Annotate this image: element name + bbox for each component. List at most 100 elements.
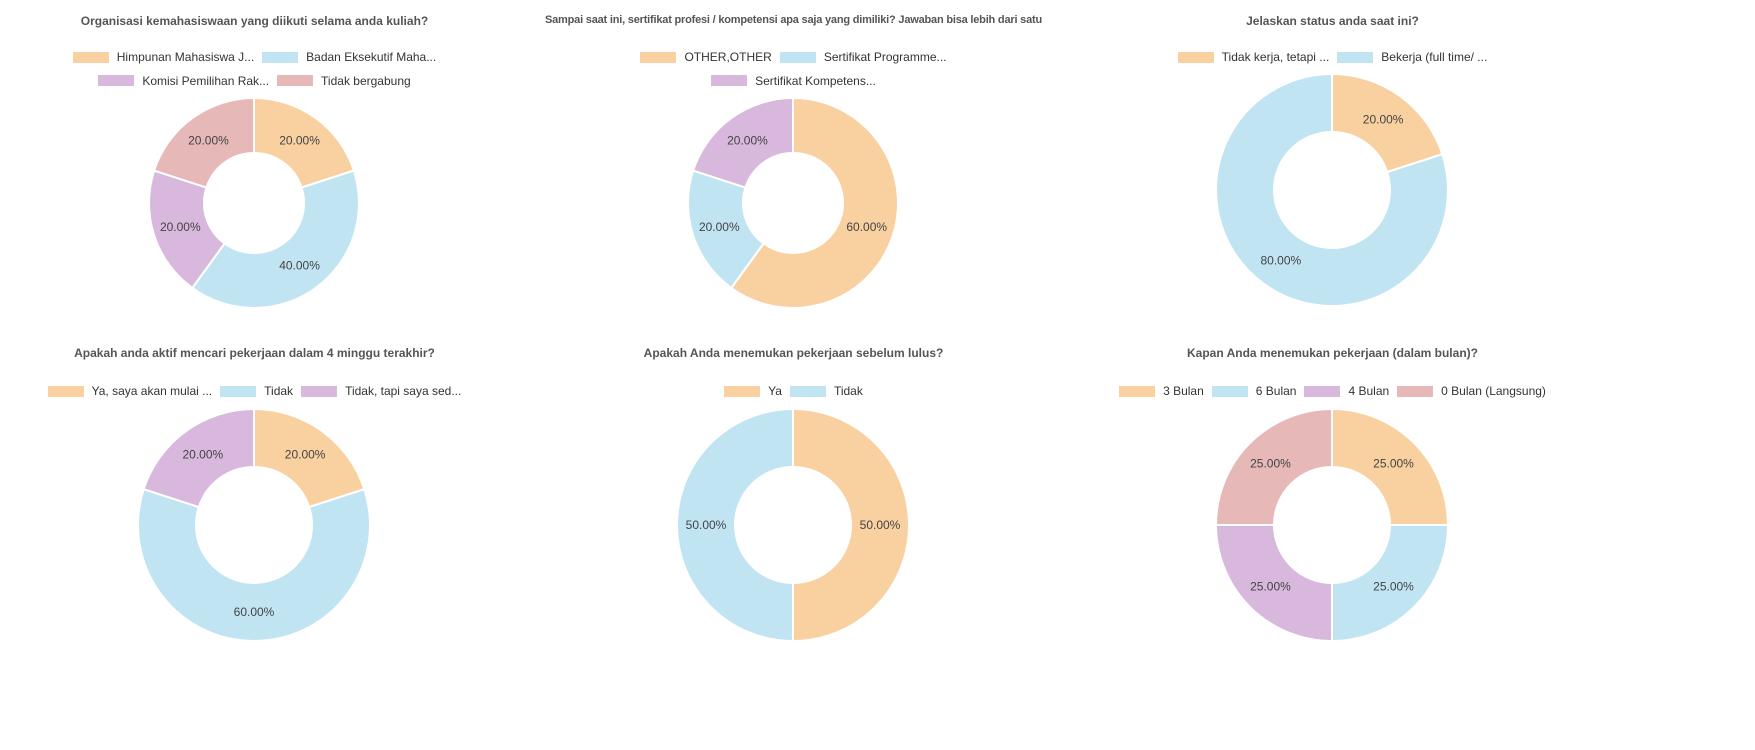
legend-item[interactable]: 0 Bulan (Langsung)	[1397, 380, 1546, 402]
chart-title: Sampai saat ini, sertifikat profesi / ko…	[545, 14, 1042, 26]
legend-label: Ya, saya akan mulai ...	[91, 384, 213, 398]
slice-value-label: 25.00%	[1250, 580, 1291, 594]
legend-item[interactable]: Komisi Pemilihan Rak...	[98, 70, 269, 92]
slice-value-label: 20.00%	[285, 448, 326, 462]
donut-slice[interactable]	[137, 487, 371, 642]
legend-label: 0 Bulan (Langsung)	[1441, 384, 1546, 398]
legend-item[interactable]: Bekerja (full time/ ...	[1337, 46, 1487, 68]
chart-legend: Ya, saya akan mulai ... Tidak Tidak, tapi …	[0, 380, 524, 404]
legend-swatch	[789, 385, 826, 397]
donut-slice[interactable]	[253, 96, 356, 189]
donut-slice[interactable]	[1331, 407, 1450, 526]
slice-value-label: 50.00%	[686, 518, 727, 532]
legend-swatch	[98, 75, 135, 86]
legend-label: Sertifikat Kompetens...	[755, 73, 876, 88]
donut-slice[interactable]	[1214, 524, 1333, 643]
legend-item[interactable]: Sertifikat Kompetens...	[711, 70, 876, 92]
slice-value-label: 20.00%	[1363, 113, 1404, 127]
chart-title: Apakah anda aktif mencari pekerjaan dala…	[74, 346, 435, 360]
donut-slice[interactable]	[1215, 72, 1449, 307]
donut-slice[interactable]	[148, 169, 227, 290]
legend-swatch	[47, 385, 84, 397]
legend-swatch	[640, 51, 677, 63]
donut-slice[interactable]	[691, 96, 794, 189]
legend-label: Komisi Pemilihan Rak...	[142, 73, 270, 88]
donut-slice[interactable]	[676, 407, 794, 643]
slice-value-label: 20.00%	[699, 220, 740, 234]
legend-item[interactable]: Tidak, tapi saya sed...	[301, 380, 461, 402]
donut-slice[interactable]	[190, 169, 360, 309]
legend-item[interactable]: Himpunan Mahasiswa J...	[72, 46, 255, 68]
donut-slice[interactable]	[792, 407, 910, 643]
donut-chart: 20.00% 60.00% 20.00%	[137, 407, 371, 642]
slice-value-label: 20.00%	[160, 220, 201, 234]
slice-value-label: 20.00%	[183, 448, 224, 462]
legend-label: Himpunan Mahasiswa J...	[116, 50, 255, 64]
legend-item[interactable]: 6 Bulan	[1211, 380, 1296, 402]
legend-swatch	[724, 385, 761, 397]
legend-label: Bekerja (full time/ ...	[1381, 50, 1488, 64]
donut-chart: 20.00% 80.00%	[1215, 72, 1449, 307]
donut-slice[interactable]	[152, 96, 255, 189]
slice-value-label: 80.00%	[1261, 253, 1302, 267]
legend-label: Tidak kerja, tetapi ...	[1221, 50, 1330, 64]
donut-slice[interactable]	[729, 96, 899, 309]
slice-value-label: 20.00%	[188, 133, 229, 147]
legend-label: Badan Eksekutif Maha...	[306, 50, 437, 64]
chart-legend: Himpunan Mahasiswa J... Badan Eksekutif M…	[0, 46, 524, 93]
legend-swatch	[1337, 51, 1374, 63]
legend-item[interactable]: Ya	[724, 380, 782, 402]
legend-swatch	[72, 51, 109, 63]
legend-swatch	[1211, 385, 1248, 397]
legend-label: Tidak bergabung	[321, 73, 411, 88]
slice-value-label: 50.00%	[860, 518, 901, 532]
legend-item[interactable]: Badan Eksekutif Maha...	[262, 46, 436, 68]
chart-title: Jelaskan status anda saat ini?	[1246, 14, 1419, 28]
slice-value-label: 20.00%	[727, 133, 768, 147]
legend-label: Tidak	[264, 384, 294, 398]
legend-item[interactable]: Sertifikat Programme...	[779, 46, 947, 68]
legend-item[interactable]: Tidak bergabung	[277, 70, 411, 92]
donut-slice[interactable]	[1331, 524, 1450, 643]
legend-item[interactable]: OTHER,OTHER	[640, 46, 772, 68]
legend-label: Tidak	[833, 384, 863, 398]
legend-label: Sertifikat Programme...	[823, 50, 947, 64]
legend-swatch	[220, 385, 257, 397]
slice-value-label: 25.00%	[1373, 456, 1414, 470]
legend-item[interactable]: 4 Bulan	[1304, 380, 1389, 402]
chart-title: Apakah Anda menemukan pekerjaan sebelum …	[643, 346, 944, 360]
slice-value-label: 25.00%	[1250, 456, 1291, 470]
legend-item[interactable]: Ya, saya akan mulai ...	[47, 380, 213, 402]
legend-swatch	[262, 51, 299, 63]
legend-item[interactable]: Tidak kerja, tetapi ...	[1177, 46, 1330, 68]
legend-label: Tidak, tapi saya sed...	[345, 384, 462, 398]
slice-value-label: 60.00%	[234, 605, 275, 619]
donut-slice[interactable]	[253, 407, 366, 509]
legend-label: Ya	[768, 384, 782, 398]
donut-chart: 20.00% 40.00% 20.00% 20.00%	[148, 96, 360, 309]
donut-chart: 25.00% 25.00% 25.00% 25.00%	[1214, 407, 1450, 643]
legend-label: 4 Bulan	[1348, 384, 1390, 398]
donut-slice[interactable]	[1331, 72, 1444, 174]
donut-slice[interactable]	[142, 407, 255, 509]
legend-swatch	[1177, 51, 1214, 63]
donut-slice[interactable]	[687, 169, 766, 290]
donut-slice[interactable]	[1214, 407, 1333, 526]
legend-label: OTHER,OTHER	[684, 50, 772, 64]
legend-swatch	[779, 51, 816, 63]
chart-legend: 3 Bulan 6 Bulan 4 Bulan 0 Bulan (Langsung)	[1063, 380, 1602, 404]
donut-chart: 60.00% 20.00% 20.00%	[687, 96, 899, 309]
legend-item[interactable]: 3 Bulan	[1119, 380, 1204, 402]
legend-label: 3 Bulan	[1163, 384, 1204, 398]
legend-swatch	[1397, 385, 1434, 397]
chart-legend: OTHER,OTHER Sertifikat Programme... Sertif…	[524, 46, 1063, 93]
slice-value-label: 25.00%	[1373, 580, 1414, 594]
slice-value-label: 40.00%	[279, 259, 320, 273]
legend-swatch	[301, 385, 338, 397]
chart-legend: Tidak kerja, tetapi ... Bekerja (full tim…	[1063, 46, 1602, 70]
legend-item[interactable]: Tidak	[789, 380, 863, 402]
donut-chart: 50.00% 50.00%	[676, 407, 910, 643]
chart-title: Kapan Anda menemukan pekerjaan (dalam bu…	[1187, 346, 1478, 360]
legend-item[interactable]: Tidak	[220, 380, 293, 402]
legend-swatch	[1119, 385, 1156, 397]
